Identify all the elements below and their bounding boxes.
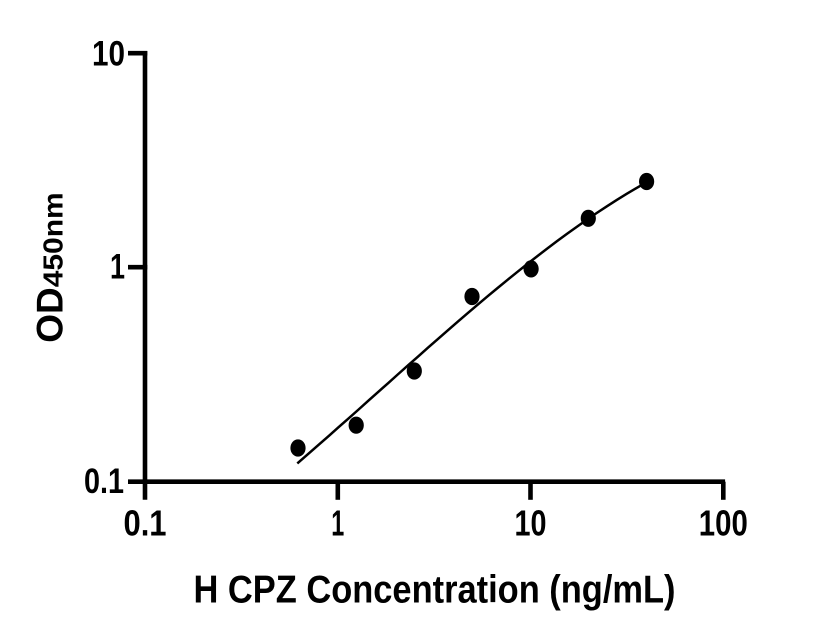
svg-text:10: 10	[92, 35, 125, 74]
svg-text:H CPZ Concentration (ng/mL): H CPZ Concentration (ng/mL)	[194, 569, 676, 612]
svg-text:1: 1	[110, 248, 125, 287]
svg-text:0.1: 0.1	[84, 462, 124, 501]
svg-text:1: 1	[331, 503, 344, 544]
svg-text:OD450nm: OD450nm	[30, 192, 71, 343]
svg-text:0.1: 0.1	[124, 503, 167, 544]
svg-text:10: 10	[515, 503, 547, 544]
svg-text:100: 100	[699, 503, 748, 544]
